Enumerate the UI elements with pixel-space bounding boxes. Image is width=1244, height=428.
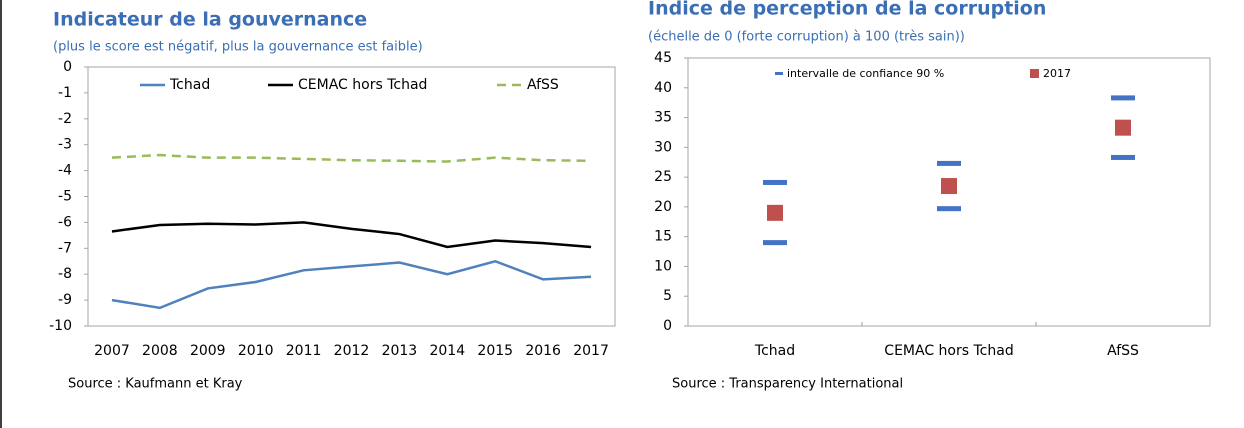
interval-bound bbox=[937, 160, 961, 166]
x-tick-label: 2014 bbox=[429, 343, 465, 359]
y-tick-label: -9 bbox=[58, 292, 72, 308]
line-series bbox=[111, 221, 592, 249]
point-marker bbox=[767, 204, 783, 221]
x-tick-label: 2008 bbox=[142, 343, 178, 359]
y-tick-label: 30 bbox=[654, 139, 672, 155]
line-series bbox=[111, 153, 592, 163]
y-tick-label: -1 bbox=[58, 85, 72, 101]
chart-subtitle: (plus le score est négatif, plus la gouv… bbox=[53, 40, 423, 55]
y-tick-label: 25 bbox=[654, 169, 672, 185]
legend-label: intervalle de confiance 90 % bbox=[787, 67, 944, 80]
y-tick-label: 5 bbox=[663, 288, 672, 304]
y-tick-label: -3 bbox=[58, 137, 72, 153]
source-note: Source : Kaufmann et Kray bbox=[68, 377, 243, 392]
y-tick-label: -8 bbox=[58, 266, 72, 282]
line-series bbox=[111, 259, 592, 310]
x-tick-label: 2009 bbox=[190, 343, 226, 359]
point-marker bbox=[1115, 119, 1131, 136]
legend-swatch bbox=[1030, 69, 1039, 78]
x-tick-label: 2007 bbox=[94, 343, 130, 359]
x-tick-label: 2012 bbox=[334, 343, 370, 359]
x-tick-label: 2013 bbox=[382, 343, 418, 359]
y-tick-label: 45 bbox=[654, 50, 672, 66]
legend-swatch bbox=[775, 72, 783, 75]
y-tick-label: -5 bbox=[58, 189, 72, 205]
legend-label: 2017 bbox=[1043, 67, 1071, 80]
interval-bound bbox=[763, 179, 787, 185]
y-tick-label: 20 bbox=[654, 199, 672, 215]
interval-bound bbox=[937, 206, 961, 212]
interval-bound bbox=[1111, 154, 1135, 160]
interval-bound bbox=[763, 240, 787, 246]
y-tick-label: -2 bbox=[58, 111, 72, 127]
y-tick-label: 35 bbox=[654, 110, 672, 126]
interval-bound bbox=[1111, 95, 1135, 101]
chart-title: Indice de perception de la corruption bbox=[648, 0, 1046, 20]
x-tick-label: 2010 bbox=[238, 343, 274, 359]
y-tick-label: -7 bbox=[58, 240, 72, 256]
chart-subtitle: (échelle de 0 (forte corruption) à 100 (… bbox=[648, 30, 965, 45]
x-tick-label: Tchad bbox=[754, 343, 795, 359]
y-tick-label: 15 bbox=[654, 229, 672, 245]
x-tick-label: CEMAC hors Tchad bbox=[884, 343, 1013, 359]
y-tick-label: -4 bbox=[58, 163, 72, 179]
x-tick-label: 2015 bbox=[477, 343, 513, 359]
y-tick-label: 10 bbox=[654, 258, 672, 274]
legend-label: AfSS bbox=[527, 77, 559, 93]
plot-frame bbox=[87, 66, 616, 327]
y-tick-label: 0 bbox=[63, 59, 72, 75]
x-tick-label: 2017 bbox=[573, 343, 609, 359]
chart-title: Indicateur de la gouvernance bbox=[53, 9, 367, 31]
legend-label: Tchad bbox=[169, 77, 210, 93]
y-tick-label: -6 bbox=[58, 214, 72, 230]
y-tick-label: -10 bbox=[49, 318, 72, 334]
x-tick-label: 2016 bbox=[525, 343, 561, 359]
x-tick-label: AfSS bbox=[1107, 343, 1139, 359]
legend-label: CEMAC hors Tchad bbox=[298, 77, 427, 93]
y-tick-label: 0 bbox=[663, 318, 672, 334]
y-tick-label: 40 bbox=[654, 80, 672, 96]
point-marker bbox=[941, 178, 957, 195]
x-tick-label: 2011 bbox=[286, 343, 322, 359]
source-note: Source : Transparency International bbox=[672, 377, 903, 392]
plot-frame bbox=[687, 57, 1211, 327]
